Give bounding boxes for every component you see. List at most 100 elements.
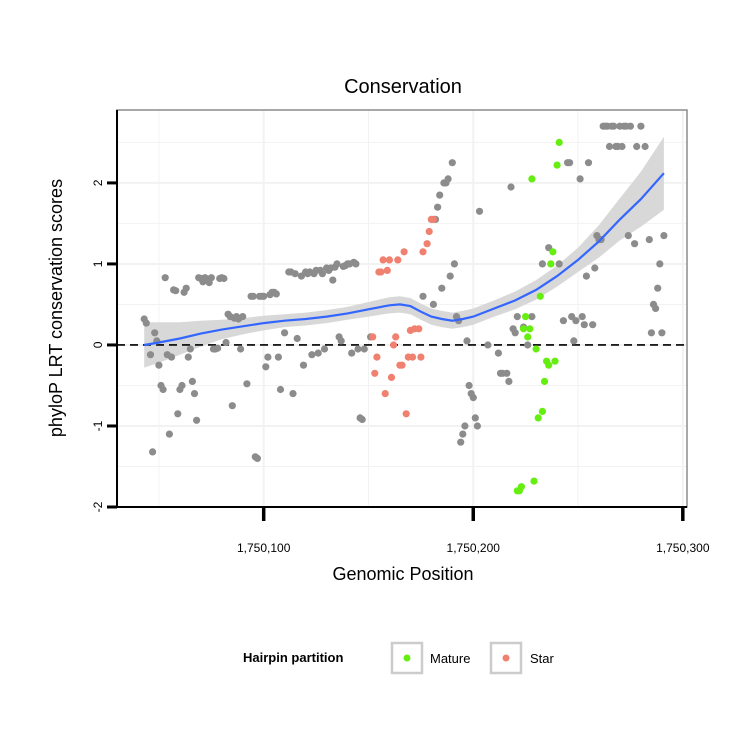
point-other bbox=[589, 321, 597, 329]
point-other bbox=[329, 276, 337, 284]
point-other bbox=[524, 341, 532, 349]
point-other bbox=[465, 381, 473, 390]
x-axis: 1,750,100 1,750,200 1,750,300 bbox=[117, 506, 710, 555]
point-other bbox=[658, 329, 666, 337]
point-other bbox=[584, 159, 593, 167]
point-other bbox=[149, 448, 157, 456]
point-star bbox=[377, 268, 385, 276]
point-star bbox=[387, 373, 396, 381]
point-star bbox=[379, 256, 387, 264]
point-star bbox=[398, 361, 406, 369]
point-mature bbox=[551, 357, 559, 365]
point-other bbox=[654, 284, 662, 292]
point-mature bbox=[545, 361, 553, 369]
point-other bbox=[624, 232, 632, 240]
point-other bbox=[538, 260, 547, 268]
point-other bbox=[572, 317, 580, 325]
point-other bbox=[155, 361, 163, 369]
point-other bbox=[142, 319, 150, 327]
point-other bbox=[320, 345, 329, 353]
point-star bbox=[419, 248, 427, 256]
point-other bbox=[605, 142, 614, 151]
point-other bbox=[348, 349, 356, 357]
y-tick-label: 2 bbox=[91, 179, 105, 186]
point-other bbox=[448, 159, 456, 167]
series-mature bbox=[513, 138, 563, 495]
point-other bbox=[260, 292, 268, 300]
legend-label-star: Star bbox=[530, 651, 555, 666]
point-other bbox=[566, 159, 574, 167]
point-mature bbox=[534, 414, 542, 422]
point-mature bbox=[517, 483, 526, 491]
x-axis-title: Genomic Position bbox=[332, 564, 473, 584]
legend-label-mature: Mature bbox=[430, 651, 470, 666]
smooth-fit bbox=[144, 172, 665, 347]
point-other bbox=[618, 142, 626, 151]
point-other bbox=[505, 377, 513, 385]
point-mature bbox=[532, 345, 540, 353]
point-other bbox=[463, 337, 471, 345]
point-star bbox=[369, 333, 377, 341]
point-other bbox=[559, 317, 568, 325]
point-other bbox=[450, 260, 458, 268]
point-other bbox=[174, 410, 182, 418]
point-other bbox=[513, 313, 521, 321]
legend-key-box bbox=[390, 641, 424, 675]
x-tick-label: 1,750,200 bbox=[447, 541, 501, 555]
point-other bbox=[220, 274, 228, 283]
legend-entry-star: Star bbox=[489, 641, 555, 675]
legend-key-star bbox=[502, 654, 510, 662]
point-other bbox=[631, 240, 639, 248]
point-other bbox=[358, 415, 366, 424]
point-star bbox=[417, 353, 425, 361]
y-axis-title: phyloP LRT conservation scores bbox=[46, 179, 66, 437]
point-other bbox=[264, 353, 272, 361]
point-other bbox=[243, 380, 251, 388]
point-mature bbox=[538, 407, 547, 415]
point-star bbox=[408, 353, 417, 361]
point-other bbox=[253, 454, 261, 462]
point-other bbox=[151, 329, 159, 337]
point-star bbox=[390, 341, 398, 349]
point-other bbox=[249, 292, 257, 300]
point-other bbox=[555, 260, 563, 268]
series-star bbox=[369, 215, 437, 418]
point-other bbox=[473, 422, 481, 430]
point-star bbox=[415, 325, 423, 333]
point-other bbox=[291, 270, 299, 278]
point-star bbox=[423, 240, 431, 248]
point-other bbox=[293, 334, 301, 343]
point-other bbox=[178, 381, 186, 390]
plot-panel bbox=[116, 109, 688, 508]
point-other bbox=[475, 207, 484, 215]
point-other bbox=[281, 329, 289, 337]
legend-entry-mature: Mature bbox=[390, 641, 470, 675]
point-other bbox=[576, 175, 584, 183]
point-other bbox=[459, 430, 467, 438]
point-star bbox=[400, 248, 408, 256]
point-other bbox=[354, 345, 362, 353]
point-mature bbox=[528, 175, 536, 183]
legend: Hairpin partition Mature Star bbox=[243, 641, 555, 675]
point-mature bbox=[549, 248, 557, 256]
point-other bbox=[146, 351, 155, 359]
x-tick-label: 1,750,100 bbox=[237, 541, 291, 555]
series-other bbox=[140, 122, 668, 462]
point-other bbox=[222, 338, 230, 347]
point-other bbox=[167, 353, 176, 361]
point-other bbox=[207, 274, 215, 282]
point-other bbox=[186, 345, 194, 353]
point-other bbox=[184, 353, 192, 361]
point-other bbox=[469, 394, 477, 402]
point-other bbox=[610, 122, 618, 130]
point-other bbox=[188, 377, 196, 385]
point-other bbox=[274, 353, 282, 361]
point-other bbox=[314, 349, 322, 357]
point-other bbox=[159, 385, 167, 394]
point-other bbox=[444, 175, 452, 183]
point-star bbox=[385, 256, 393, 264]
point-other bbox=[580, 321, 588, 329]
point-mature bbox=[522, 313, 530, 321]
point-mature bbox=[553, 161, 561, 169]
point-star bbox=[381, 390, 389, 398]
